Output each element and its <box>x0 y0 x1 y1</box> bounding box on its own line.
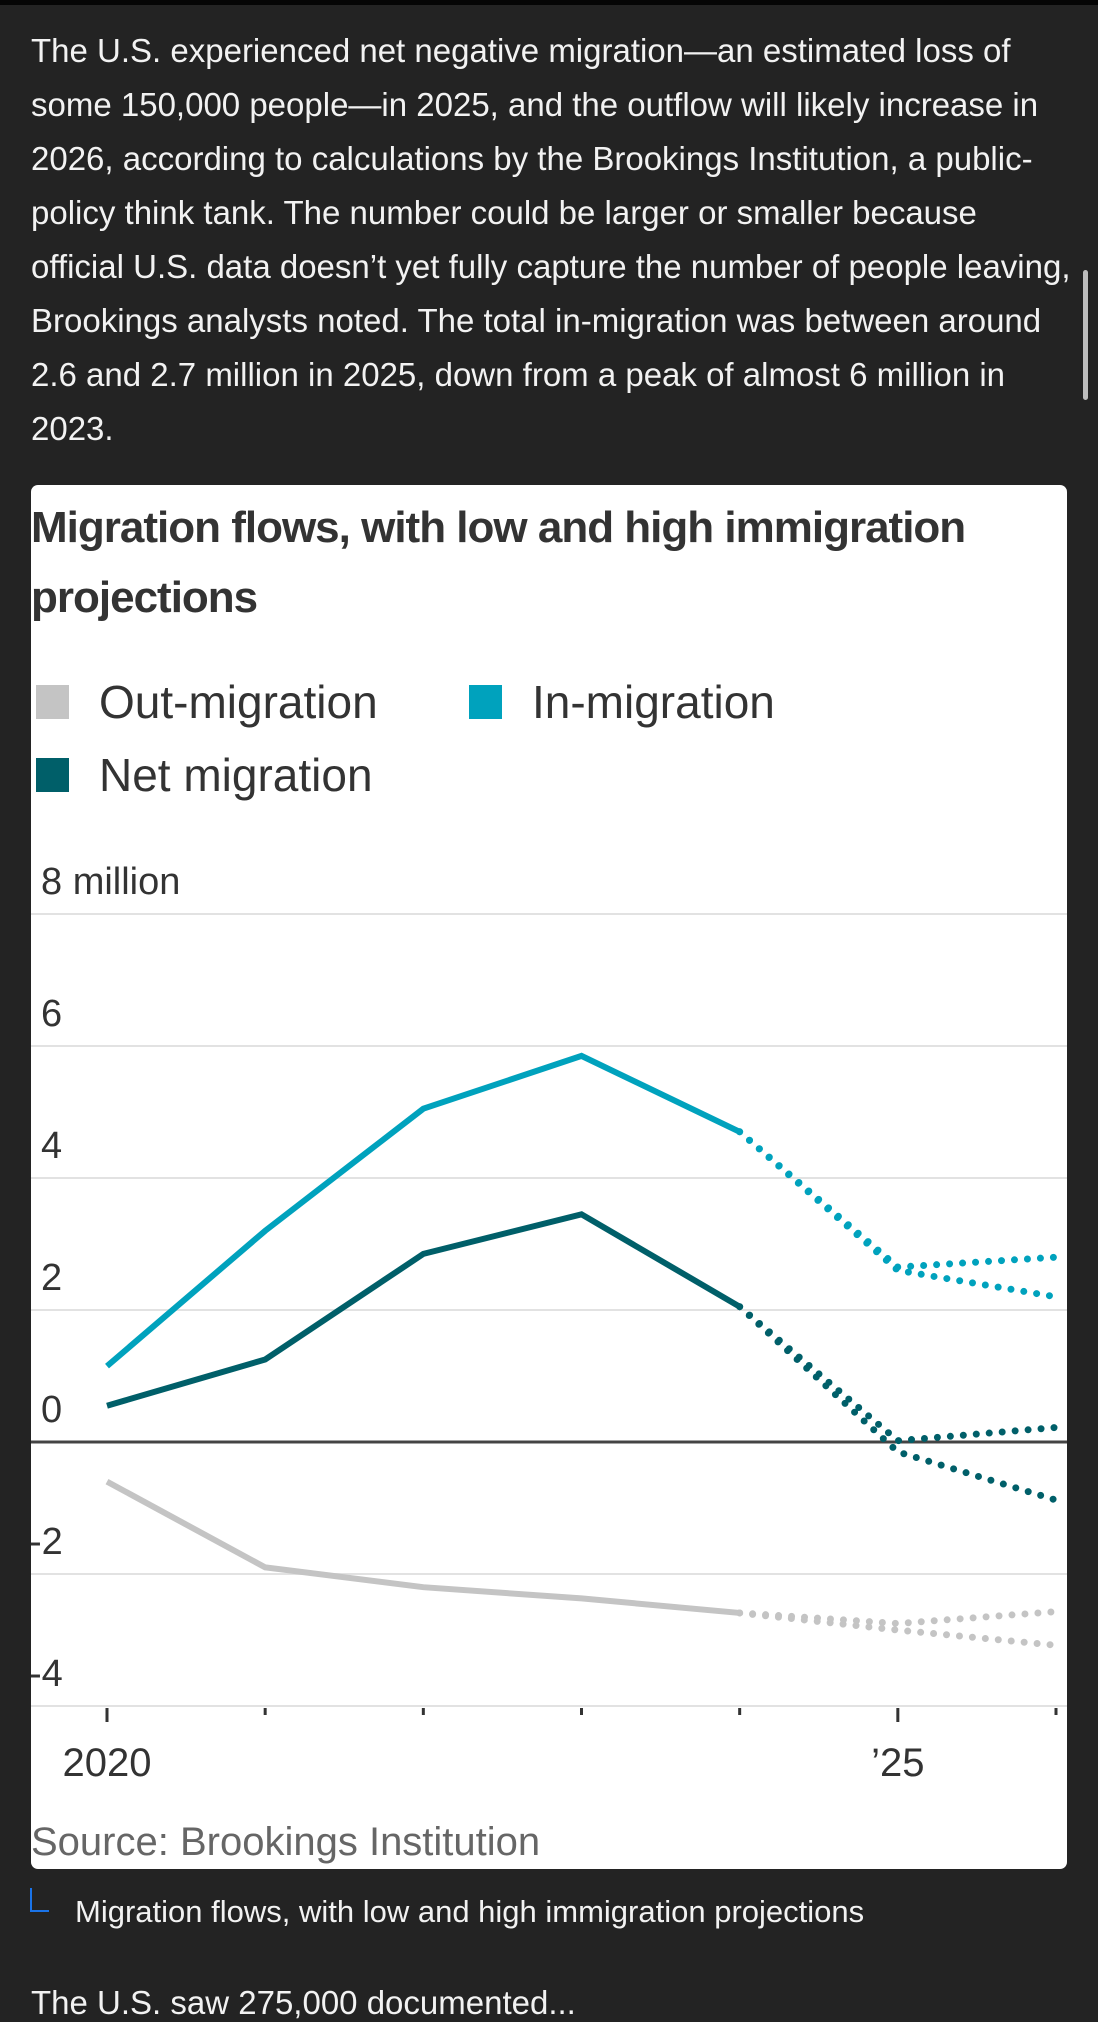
y-tick-label: 4 <box>41 1125 62 1167</box>
data-point-net-migration <box>579 1211 585 1217</box>
data-point-net-migration <box>262 1357 268 1363</box>
data-point-in-migration <box>262 1228 268 1234</box>
data-point-net-migration <box>737 1304 743 1310</box>
chart-title: Migration flows, with low and high immig… <box>31 503 966 622</box>
data-point-out-migration <box>104 1479 110 1485</box>
chart-card: Migration flows, with low and high immig… <box>31 485 1067 1869</box>
y-tick-label: 2 <box>41 1257 62 1299</box>
data-point-out-migration <box>579 1595 585 1601</box>
y-axis-tick-labels: 8 million 6 4 2 0 -2 -4 <box>31 861 180 1695</box>
line-chart: 8 million 6 4 2 0 -2 -4 2020 ’25 <box>31 861 1067 1785</box>
data-point-out-migration <box>420 1584 426 1590</box>
legend-swatch-out-migration <box>36 685 69 719</box>
series-out-migration <box>104 1478 1060 1649</box>
legend-item-out-migration: Out-migration <box>36 675 378 729</box>
legend-label: In-migration <box>532 676 775 728</box>
gridlines <box>31 913 1067 1707</box>
data-point-out-migration <box>262 1564 268 1570</box>
data-point-net-migration <box>420 1251 426 1257</box>
legend-swatch-net-migration <box>36 758 69 792</box>
x-tick-label: ’25 <box>871 1741 924 1785</box>
projection-line-in-migration-low-immigration <box>736 1128 1060 1301</box>
data-point-in-migration <box>737 1129 743 1135</box>
y-tick-label: -4 <box>31 1653 63 1695</box>
x-tick-label: 2020 <box>63 1741 152 1785</box>
scrollbar[interactable] <box>1083 270 1088 400</box>
projection-line-net-migration-high-immigration <box>736 1303 1060 1445</box>
series-lines <box>104 1052 1060 1649</box>
x-axis: 2020 ’25 <box>63 1708 1058 1785</box>
actual-line-net-migration <box>106 1211 742 1409</box>
actual-line-in-migration <box>105 1052 741 1369</box>
projection-line-out-migration-low-immigration <box>736 1609 1060 1649</box>
article-paragraph: The U.S. experienced net negative migrat… <box>31 32 1071 447</box>
data-point-out-migration <box>737 1610 743 1616</box>
caption-corner-icon <box>30 1888 49 1912</box>
y-tick-label: 8 million <box>41 861 180 903</box>
projection-line-in-migration-high-immigration <box>736 1128 1060 1271</box>
data-point-in-migration <box>420 1106 426 1112</box>
data-point-net-migration <box>104 1403 110 1409</box>
legend-swatch-in-migration <box>469 685 502 719</box>
data-point-in-migration <box>579 1053 585 1059</box>
series-in-migration <box>104 1052 1060 1369</box>
y-tick-label: -2 <box>31 1521 63 1563</box>
y-tick-label: 0 <box>41 1389 62 1431</box>
legend-item-in-migration: In-migration <box>469 675 775 729</box>
status-bar <box>0 0 1098 5</box>
figure-caption: Migration flows, with low and high immig… <box>75 1894 865 1929</box>
y-tick-label: 6 <box>41 993 62 1035</box>
chart-source: Source: Brookings Institution <box>31 1820 541 1864</box>
series-net-migration <box>104 1211 1060 1504</box>
projection-line-net-migration-low-immigration <box>736 1303 1060 1504</box>
legend-label: Net migration <box>99 749 373 801</box>
legend-label: Out-migration <box>99 676 378 728</box>
data-point-in-migration <box>104 1363 110 1369</box>
projection-line-out-migration-high-immigration <box>736 1608 1060 1628</box>
next-paragraph-partial: The U.S. saw 275,000 documented... <box>31 1984 576 2021</box>
legend-item-net-migration: Net migration <box>36 748 373 802</box>
actual-line-out-migration <box>105 1478 740 1616</box>
